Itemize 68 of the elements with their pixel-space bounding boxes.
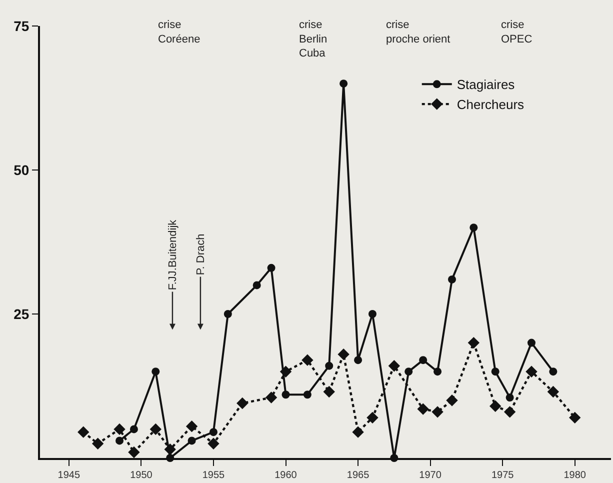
point bbox=[186, 420, 198, 432]
point bbox=[490, 400, 502, 412]
annotation: crise proche orient bbox=[386, 19, 450, 46]
point bbox=[78, 426, 90, 438]
point bbox=[252, 281, 261, 290]
point bbox=[526, 366, 538, 378]
point bbox=[434, 368, 442, 376]
x-tick-label: 1955 bbox=[202, 470, 226, 481]
x-tick-label: 1950 bbox=[130, 470, 153, 481]
point bbox=[303, 390, 312, 399]
point bbox=[432, 406, 444, 418]
legend-label: Chercheurs bbox=[456, 97, 525, 112]
x-tick-label: 1960 bbox=[274, 470, 298, 481]
point bbox=[404, 368, 413, 376]
y-tick-label: 50 bbox=[14, 162, 30, 178]
point bbox=[470, 224, 478, 232]
point bbox=[224, 310, 232, 318]
point bbox=[236, 397, 248, 410]
point bbox=[340, 80, 348, 88]
point bbox=[92, 438, 104, 450]
x-tick-label: 1965 bbox=[346, 470, 370, 481]
point bbox=[352, 426, 364, 438]
point bbox=[302, 354, 314, 366]
point bbox=[188, 436, 196, 445]
annotation: crise Berlin Cuba bbox=[299, 19, 328, 60]
point bbox=[152, 368, 160, 376]
legend-label: Stagiaires bbox=[456, 77, 516, 92]
point bbox=[114, 423, 126, 436]
point bbox=[209, 428, 218, 436]
point bbox=[280, 366, 292, 378]
point bbox=[448, 275, 456, 284]
point bbox=[366, 412, 378, 424]
point bbox=[354, 356, 362, 364]
point bbox=[130, 425, 138, 434]
point bbox=[116, 436, 124, 445]
x-tick-label: 1980 bbox=[564, 470, 586, 481]
point bbox=[267, 264, 276, 272]
point bbox=[569, 412, 581, 424]
point bbox=[150, 423, 162, 436]
point bbox=[549, 368, 558, 376]
x-tick-label: 1975 bbox=[491, 470, 514, 481]
point bbox=[323, 386, 335, 398]
y-tick-label: 25 bbox=[14, 306, 30, 322]
point bbox=[506, 394, 514, 402]
point bbox=[491, 368, 500, 376]
point bbox=[265, 392, 278, 404]
point bbox=[282, 390, 290, 399]
annotation: P. Drach bbox=[194, 234, 207, 276]
point bbox=[468, 336, 480, 349]
point bbox=[417, 403, 429, 415]
point bbox=[446, 394, 458, 406]
annotation: crise Coréene bbox=[158, 19, 200, 46]
point bbox=[338, 348, 350, 360]
annotation: F.JJ.Buitendijk bbox=[166, 219, 179, 290]
annotation: crise OPEC bbox=[501, 19, 532, 46]
point bbox=[208, 438, 220, 450]
y-tick-label: 75 bbox=[14, 18, 30, 34]
point bbox=[325, 362, 334, 370]
point bbox=[128, 446, 140, 458]
point bbox=[368, 310, 376, 318]
point bbox=[388, 360, 400, 372]
x-tick-label: 1945 bbox=[58, 470, 80, 481]
point bbox=[504, 406, 516, 418]
point bbox=[527, 338, 536, 347]
point bbox=[547, 386, 560, 398]
point bbox=[164, 444, 176, 456]
point bbox=[419, 356, 428, 364]
x-tick-label: 1970 bbox=[419, 470, 442, 481]
